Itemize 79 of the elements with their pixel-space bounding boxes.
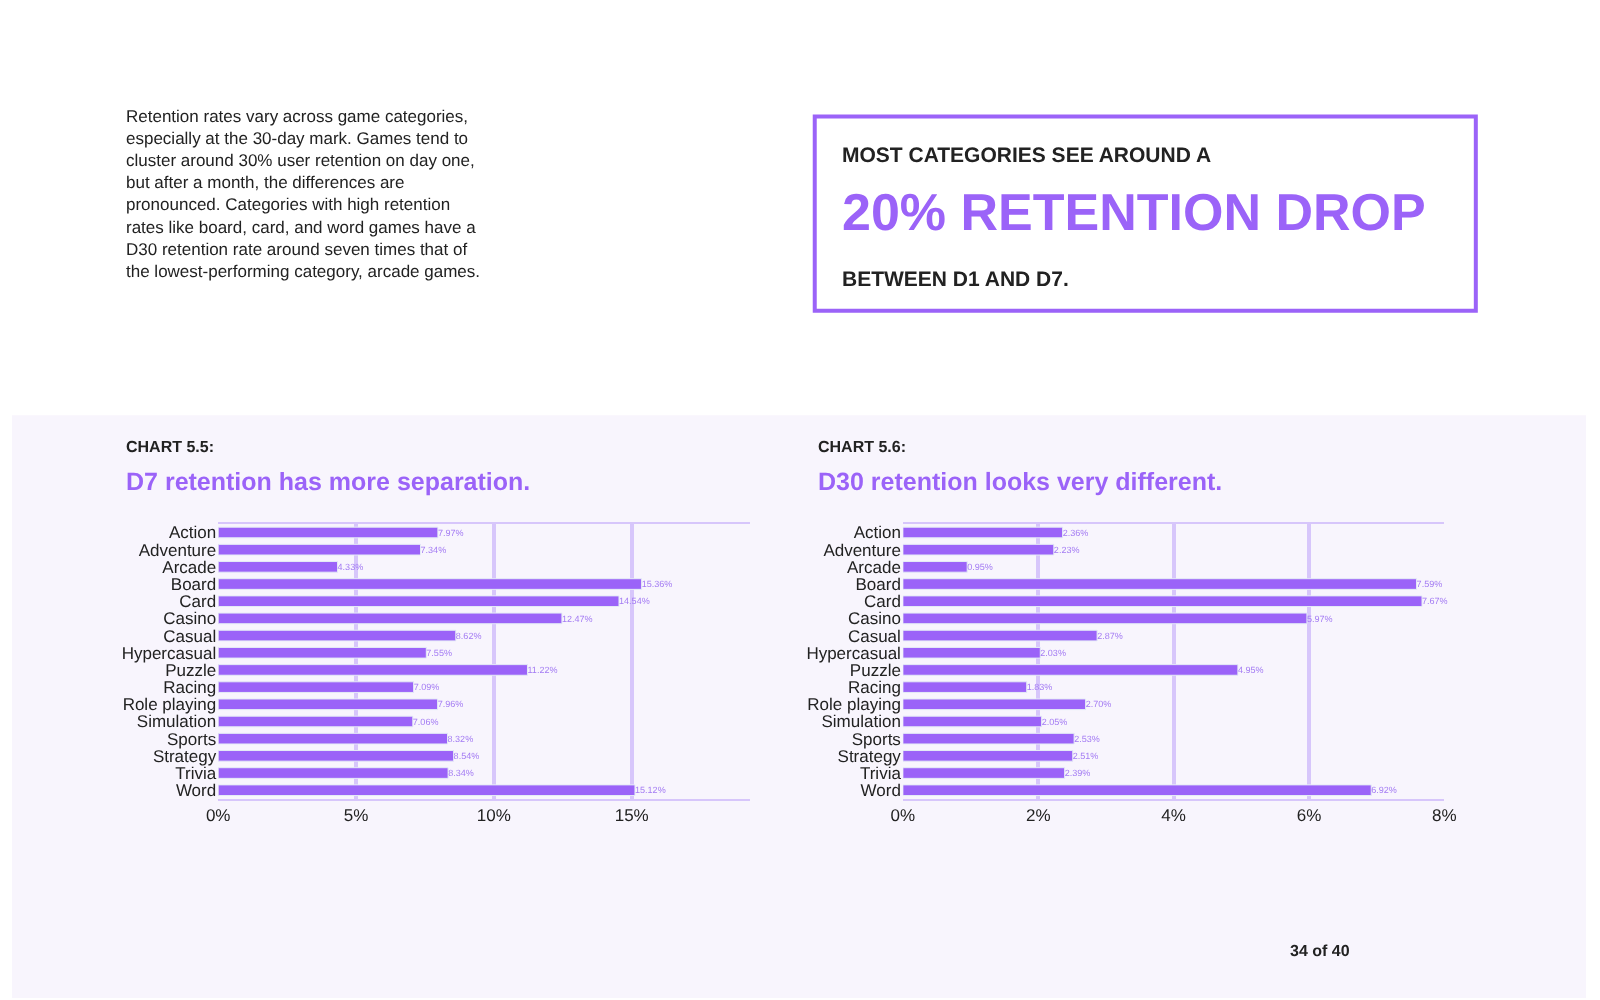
bar — [902, 750, 1074, 762]
bar — [902, 578, 1418, 590]
y-tick-label: Arcade — [847, 556, 902, 577]
bar — [218, 750, 455, 762]
bar — [902, 664, 1239, 676]
bar — [218, 526, 439, 539]
bar — [218, 646, 427, 659]
y-tick-label: Action — [168, 522, 217, 543]
y-tick-label: Strategy — [152, 745, 218, 766]
bar — [902, 543, 1055, 556]
chart-title: D30 retention looks very different. — [818, 468, 1223, 496]
text: 20% RETENTION DROP — [842, 182, 1426, 242]
y-tick-label: Casino — [847, 608, 902, 629]
y-tick-label: Card — [179, 591, 217, 612]
y-tick-label: Arcade — [162, 556, 217, 577]
bar — [902, 561, 968, 573]
bar — [218, 732, 449, 745]
bar — [218, 767, 449, 779]
y-tick-label: Adventure — [823, 539, 902, 560]
bar — [902, 698, 1087, 711]
x-tick-label: 0% — [890, 805, 917, 826]
bar — [218, 561, 339, 573]
text: Retention rates vary across game categories, especially at the 30-day mark. Games tend to cluster around 30% user retention on day one, but after a month, the differences are pronounced. Categories with high retention rates like board, card, and word games have a D30 retention rate around seven times that of the lowest-performing category, arcade games. — [126, 106, 481, 281]
bar — [902, 612, 1308, 625]
y-tick-label: Board — [855, 573, 902, 594]
y-tick-label: Puzzle — [849, 659, 902, 680]
bar — [218, 698, 439, 711]
bar — [218, 595, 620, 608]
text: MOST CATEGORIES SEE AROUND A — [842, 144, 1212, 168]
y-tick-label: Word — [175, 780, 217, 801]
y-tick-label: Role playing — [807, 694, 902, 715]
y-tick-label: Puzzle — [165, 659, 217, 680]
x-tick-label: 2% — [1025, 805, 1052, 826]
y-tick-label: Card — [864, 591, 902, 612]
bar — [902, 646, 1041, 659]
y-tick-label: Casino — [163, 608, 217, 629]
chart-title: D7 retention has more separation. — [126, 468, 531, 496]
bar — [218, 715, 414, 728]
y-tick-label: Simulation — [821, 711, 902, 732]
y-tick-label: Role playing — [122, 694, 217, 715]
bar — [902, 732, 1075, 745]
y-tick-label: Casual — [163, 625, 217, 646]
x-tick-label: 6% — [1296, 805, 1323, 826]
bar — [902, 629, 1098, 642]
bar — [218, 784, 636, 797]
bar — [902, 681, 1028, 693]
y-tick-label: Racing — [163, 677, 217, 698]
y-tick-label: Racing — [847, 677, 902, 698]
y-tick-label: Hypercasual — [121, 642, 217, 663]
x-tick-label: 4% — [1161, 805, 1187, 826]
bar — [218, 629, 457, 642]
bar — [902, 784, 1372, 797]
y-tick-label: Hypercasual — [806, 642, 902, 663]
x-tick-label: 8% — [1432, 805, 1458, 826]
x-tick-label: 5% — [343, 805, 370, 826]
bar — [902, 526, 1064, 539]
bar — [218, 578, 643, 590]
x-tick-label: 10% — [476, 805, 512, 826]
y-tick-label: Simulation — [136, 711, 217, 732]
bar — [218, 681, 415, 693]
text: BETWEEN D1 AND D7. — [842, 268, 1069, 292]
y-tick-label: Sports — [167, 728, 217, 749]
y-tick-label: Board — [170, 573, 217, 594]
y-tick-label: Adventure — [138, 539, 217, 560]
bar — [218, 664, 528, 676]
bar — [902, 715, 1043, 728]
chart-subtitle: CHART 5.5: — [126, 438, 215, 456]
x-tick-label: 15% — [614, 805, 650, 826]
bar — [902, 595, 1423, 608]
bar — [902, 767, 1066, 779]
y-tick-label: Casual — [847, 625, 902, 646]
x-tick-label: 0% — [205, 805, 232, 826]
y-tick-label: Sports — [851, 728, 901, 749]
chart-subtitle: CHART 5.6: — [818, 438, 907, 456]
bar — [218, 612, 563, 625]
text: 34 of 40 — [1290, 942, 1351, 960]
bar — [218, 543, 422, 556]
y-tick-label: Action — [853, 522, 902, 543]
y-tick-label: Word — [860, 780, 902, 801]
